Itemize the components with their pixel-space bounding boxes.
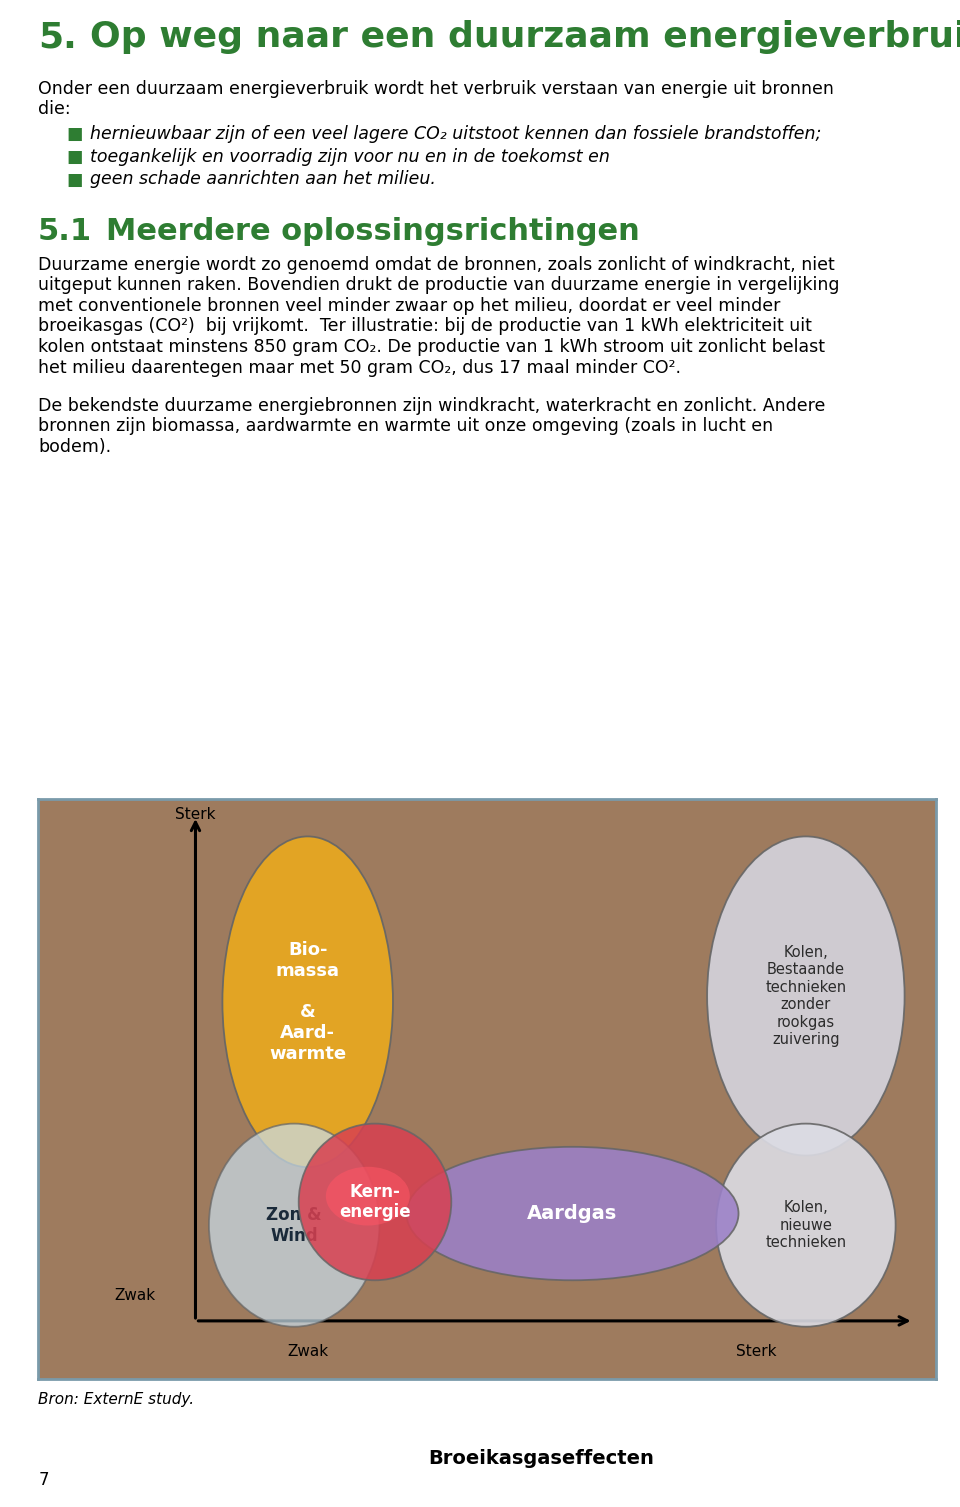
Text: bodem).: bodem). (38, 439, 111, 457)
Text: 5.1: 5.1 (38, 217, 92, 246)
Text: 7: 7 (38, 1471, 49, 1489)
Text: die:: die: (38, 99, 71, 118)
Ellipse shape (716, 1124, 896, 1326)
Ellipse shape (209, 1124, 379, 1326)
Ellipse shape (708, 836, 904, 1156)
Text: Bio-
massa

&
Aard-
warmte: Bio- massa & Aard- warmte (269, 940, 347, 1062)
Text: Zwak: Zwak (114, 1288, 156, 1304)
Text: bronnen zijn biomassa, aardwarmte en warmte uit onze omgeving (zoals in lucht en: bronnen zijn biomassa, aardwarmte en war… (38, 417, 773, 436)
Text: met conventionele bronnen veel minder zwaar op het milieu, doordat er veel minde: met conventionele bronnen veel minder zw… (38, 297, 780, 315)
Text: De bekendste duurzame energiebronnen zijn windkracht, waterkracht en zonlicht. A: De bekendste duurzame energiebronnen zij… (38, 396, 826, 414)
Text: hernieuwbaar zijn of een veel lagere CO₂ uitstoot kennen dan fossiele brandstoff: hernieuwbaar zijn of een veel lagere CO₂… (90, 125, 822, 143)
Text: Zon &
Wind: Zon & Wind (267, 1206, 322, 1245)
Ellipse shape (299, 1124, 451, 1281)
Text: ■: ■ (66, 125, 83, 143)
Text: het milieu daarentegen maar met 50 gram CO₂, dus 17 maal minder CO².: het milieu daarentegen maar met 50 gram … (38, 359, 681, 377)
Text: Broeikasgaseffecten: Broeikasgaseffecten (428, 1448, 654, 1468)
Text: Sterk: Sterk (176, 808, 216, 823)
Ellipse shape (406, 1147, 738, 1281)
Text: ■: ■ (66, 170, 83, 188)
Text: Zwak: Zwak (287, 1344, 328, 1359)
Text: Onder een duurzaam energieverbruik wordt het verbruik verstaan van energie uit b: Onder een duurzaam energieverbruik wordt… (38, 80, 834, 98)
Text: ■: ■ (66, 148, 83, 166)
Text: kolen ontstaat minstens 850 gram CO₂. De productie van 1 kWh stroom uit zonlicht: kolen ontstaat minstens 850 gram CO₂. De… (38, 338, 825, 356)
Text: Kern-
energie: Kern- energie (339, 1183, 411, 1221)
Text: uitgeput kunnen raken. Bovendien drukt de productie van duurzame energie in verg: uitgeput kunnen raken. Bovendien drukt d… (38, 276, 839, 294)
Text: toegankelijk en voorradig zijn voor nu en in de toekomst en: toegankelijk en voorradig zijn voor nu e… (90, 148, 610, 166)
Text: 5.: 5. (38, 20, 77, 54)
Text: Sterk: Sterk (736, 1344, 777, 1359)
Text: Aardgas: Aardgas (527, 1204, 617, 1224)
Ellipse shape (223, 836, 393, 1166)
Text: Meerdere oplossingsrichtingen: Meerdere oplossingsrichtingen (106, 217, 639, 246)
Text: Kolen,
Bestaande
technieken
zonder
rookgas
zuivering: Kolen, Bestaande technieken zonder rookg… (765, 945, 847, 1047)
Text: broeikasgas (CO²)  bij vrijkomt.  Ter illustratie: bij de productie van 1 kWh el: broeikasgas (CO²) bij vrijkomt. Ter illu… (38, 318, 812, 336)
Text: Duurzame energie wordt zo genoemd omdat de bronnen, zoals zonlicht of windkracht: Duurzame energie wordt zo genoemd omdat … (38, 256, 835, 274)
Text: Bron: ExternE study.: Bron: ExternE study. (38, 1392, 195, 1408)
Text: Kolen,
nieuwe
technieken: Kolen, nieuwe technieken (765, 1200, 847, 1249)
Text: Op weg naar een duurzaam energieverbruik: Op weg naar een duurzaam energieverbruik (90, 20, 960, 54)
Ellipse shape (325, 1166, 410, 1225)
Text: geen schade aanrichten aan het milieu.: geen schade aanrichten aan het milieu. (90, 170, 436, 188)
